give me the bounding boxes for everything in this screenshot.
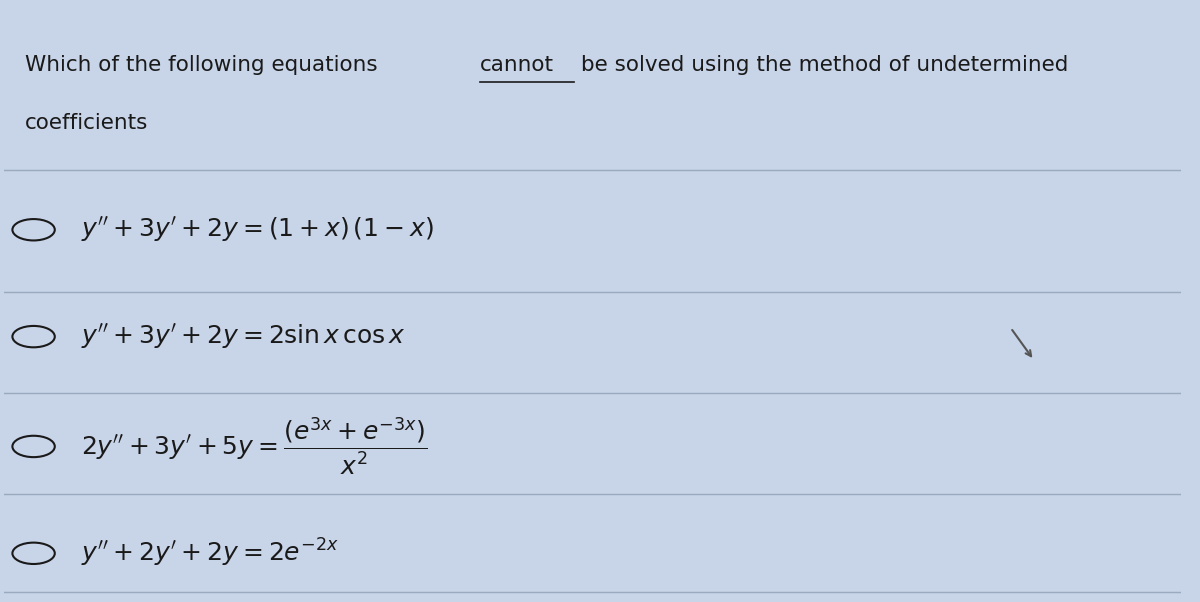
Text: $y'' +2y' + 2y = 2e^{-2x}$: $y'' +2y' + 2y = 2e^{-2x}$ (80, 537, 338, 569)
Text: cannot: cannot (480, 55, 554, 75)
Text: coefficients: coefficients (25, 113, 149, 133)
Text: be solved using the method of undetermined: be solved using the method of undetermin… (574, 55, 1068, 75)
Text: $y'' +3y' + 2y = (1+x)\,(1-x)$: $y'' +3y' + 2y = (1+x)\,(1-x)$ (80, 216, 433, 244)
Text: $y'' +3y' + 2y = 2\sin x\,\cos x$: $y'' +3y' + 2y = 2\sin x\,\cos x$ (80, 322, 406, 351)
Text: Which of the following equations: Which of the following equations (25, 55, 385, 75)
Text: $2y'' +3y' + 5y = \dfrac{(e^{3x}+e^{-3x})}{x^2}$: $2y'' +3y' + 5y = \dfrac{(e^{3x}+e^{-3x}… (80, 416, 427, 477)
